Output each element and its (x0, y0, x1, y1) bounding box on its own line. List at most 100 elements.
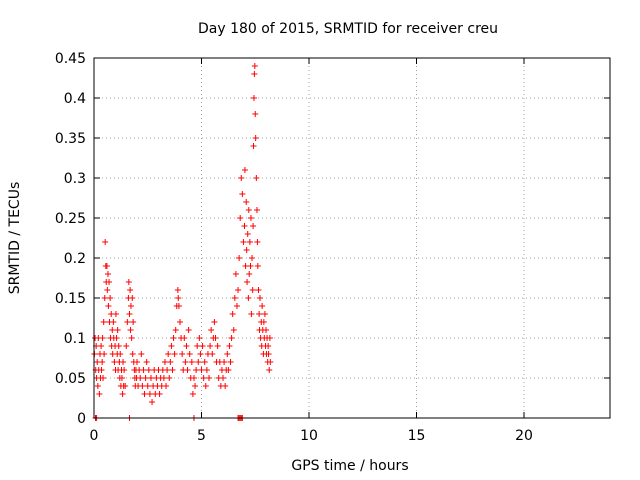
data-point (142, 375, 149, 381)
data-point (109, 327, 116, 333)
data-point (99, 359, 106, 365)
data-point (203, 367, 210, 373)
data-point (255, 287, 262, 293)
data-point (145, 367, 152, 373)
data-point (244, 279, 251, 285)
data-point (211, 319, 218, 325)
data-point (206, 375, 213, 381)
data-point (181, 335, 188, 341)
data-point (230, 327, 237, 333)
data-point (96, 391, 103, 397)
data-point (226, 343, 233, 349)
data-point (246, 271, 253, 277)
y-tick-label: 0.3 (64, 171, 86, 187)
data-point (225, 367, 232, 373)
data-point (112, 311, 119, 317)
data-point (122, 383, 129, 389)
data-point (104, 271, 111, 277)
data-point (129, 295, 136, 301)
data-point (227, 359, 234, 365)
data-point (100, 319, 107, 325)
data-point (245, 295, 252, 301)
data-point (185, 327, 192, 333)
data-point (197, 351, 204, 357)
data-point (208, 327, 215, 333)
data-point (237, 215, 244, 221)
data-point (189, 391, 196, 397)
x-tick-labels: 0 5 10 15 20 (90, 428, 533, 444)
axis-ticks (93, 57, 610, 419)
y-tick-label: 0.1 (64, 331, 86, 347)
data-point (235, 287, 242, 293)
data-point (214, 343, 221, 349)
data-point (146, 391, 153, 397)
data-point (265, 351, 272, 357)
data-point (128, 335, 135, 341)
data-point (127, 303, 134, 309)
data-point (199, 343, 206, 349)
data-point (233, 303, 240, 309)
data-point (261, 311, 268, 317)
data-point (221, 359, 228, 365)
grid-lines (94, 58, 610, 418)
x-tick-label: 5 (197, 428, 206, 444)
data-point (100, 375, 107, 381)
data-point (252, 135, 259, 141)
data-point (243, 199, 250, 205)
x-tick-label: 0 (90, 428, 99, 444)
data-point (127, 287, 134, 293)
data-point (171, 351, 178, 357)
data-point (169, 367, 176, 373)
y-tick-label: 0.45 (55, 51, 86, 67)
data-point (240, 239, 247, 245)
x-axis-label: GPS time / hours (291, 458, 408, 474)
data-point (129, 351, 136, 357)
y-tick-label: 0 (77, 411, 86, 427)
data-point (172, 327, 179, 333)
data-point (182, 359, 189, 365)
data-point (250, 95, 257, 101)
data-points (91, 63, 274, 421)
data-point (120, 359, 127, 365)
data-point (232, 271, 239, 277)
data-point (236, 255, 243, 261)
data-point (222, 383, 229, 389)
data-point (98, 367, 105, 373)
data-point (160, 375, 167, 381)
data-point (94, 383, 101, 389)
y-tick-label: 0.15 (55, 291, 86, 307)
data-point (163, 383, 170, 389)
data-point (260, 319, 267, 325)
data-point (106, 279, 113, 285)
data-point (140, 367, 147, 373)
data-point (134, 359, 140, 365)
data-point (168, 343, 175, 349)
data-point (194, 343, 201, 349)
data-point (121, 367, 128, 373)
data-point (117, 351, 124, 357)
data-point (101, 351, 108, 357)
data-point (147, 375, 154, 381)
data-point (259, 303, 266, 309)
data-point (265, 343, 272, 349)
data-point (123, 343, 130, 349)
data-point (124, 319, 131, 325)
x-tick-label: 20 (515, 428, 533, 444)
data-point (231, 295, 238, 301)
data-point (138, 351, 145, 357)
data-point (202, 383, 209, 389)
data-point (164, 367, 171, 373)
y-tick-label: 0.2 (64, 251, 86, 267)
data-point (113, 335, 120, 341)
data-point (183, 343, 190, 349)
data-point (253, 207, 260, 213)
data-point (249, 255, 256, 261)
data-point (137, 375, 144, 381)
data-point (241, 223, 248, 229)
data-point (246, 239, 253, 245)
data-point (251, 71, 258, 77)
data-point (139, 383, 146, 389)
data-point (110, 319, 117, 325)
data-point (229, 311, 236, 317)
data-point (200, 375, 207, 381)
